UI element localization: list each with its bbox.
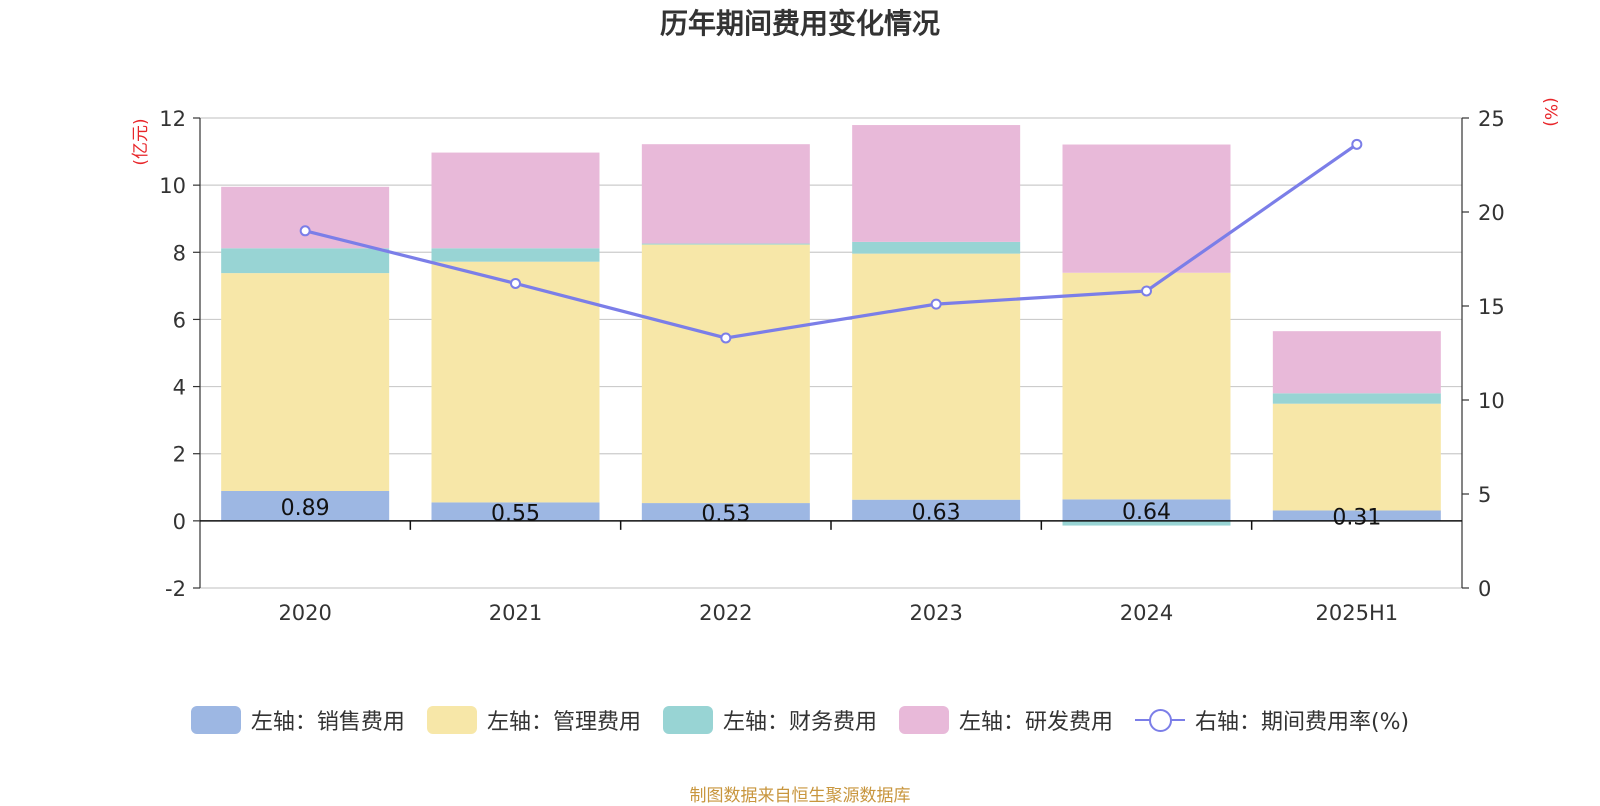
x-axis-category-label: 2021 <box>489 601 542 625</box>
bar-segment <box>431 152 600 249</box>
legend-item[interactable]: 左轴：销售费用 <box>190 704 405 736</box>
bar-segment <box>852 125 1021 242</box>
x-axis-category-label: 2024 <box>1120 601 1173 625</box>
legend-item[interactable]: 左轴：管理费用 <box>426 704 641 736</box>
legend-item[interactable]: 左轴：财务费用 <box>662 704 877 736</box>
right-axis-tick-label: 10 <box>1478 389 1505 413</box>
left-axis-tick-label: 8 <box>173 241 186 265</box>
bar-data-label: 0.64 <box>1122 500 1171 525</box>
legend-label: 左轴：管理费用 <box>486 710 641 735</box>
bar-segment <box>1062 520 1231 526</box>
legend-swatch <box>898 706 949 734</box>
legend-swatch <box>662 706 713 734</box>
legend-line-marker-icon <box>1134 706 1185 734</box>
expense-ratio-point <box>720 332 732 344</box>
bar-segment <box>641 503 810 521</box>
bar-segment <box>431 502 600 521</box>
chart-title: 历年期间费用变化情况 <box>659 7 940 40</box>
bar-segment <box>221 490 390 521</box>
legend-label: 左轴：研发费用 <box>958 710 1113 735</box>
expense-ratio-point <box>510 277 521 289</box>
legend-item[interactable]: 左轴：研发费用 <box>898 704 1113 736</box>
expense-ratio-point <box>1141 285 1152 297</box>
right-axis-tick-label: 15 <box>1478 295 1505 319</box>
chart-plot: -2 0 2 4 6 8 10 12 0 5 10 15 20 25 (亿元) (%) 0.89 0.55 0.53… <box>131 97 1560 625</box>
bar-segment <box>1272 403 1441 511</box>
left-axis-tick-label: 4 <box>173 376 186 400</box>
bar-segment <box>852 499 1021 521</box>
left-axis-tick-label: 2 <box>173 443 186 467</box>
bar-data-label: 0.63 <box>912 500 961 525</box>
left-axis-tick-label: 10 <box>159 174 186 198</box>
left-axis-unit: (亿元) <box>131 118 151 165</box>
left-axis-tick-label: -2 <box>165 577 186 601</box>
bar-data-label: 0.89 <box>281 496 330 521</box>
legend-item[interactable]: 右轴：期间费用率(%) <box>1134 704 1410 736</box>
bar-segment <box>1062 144 1231 273</box>
x-axis-category-label: 2020 <box>278 601 331 625</box>
bar-data-label: 0.53 <box>701 502 750 527</box>
bar-segment <box>641 144 810 244</box>
x-axis-category-label: 2025H1 <box>1316 601 1399 625</box>
legend: 左轴：销售费用 左轴：管理费用 左轴：财务费用 左轴：研发费用 右轴：期间费用率(%) <box>0 704 1600 736</box>
expense-ratio-point <box>299 225 311 237</box>
x-axis-category-label: 2023 <box>909 601 962 625</box>
bar-segment <box>641 244 810 504</box>
x-axis-category-label: 2022 <box>699 601 752 625</box>
bar-segment <box>1272 393 1441 404</box>
legend-swatch <box>426 706 477 734</box>
bar-segment <box>1062 272 1231 500</box>
bar-segment <box>221 273 390 491</box>
legend-label: 右轴：期间费用率(%) <box>1194 710 1410 735</box>
expense-ratio-point <box>930 298 942 310</box>
bar-segment <box>1062 499 1231 521</box>
right-axis-tick-label: 0 <box>1478 577 1491 601</box>
left-axis-tick-label: 0 <box>173 510 186 534</box>
left-axis-tick-label: 12 <box>159 107 186 131</box>
bar-segment <box>852 253 1021 500</box>
bar-segment <box>641 243 810 245</box>
legend-swatch <box>190 706 241 734</box>
expense-ratio-point <box>1351 138 1363 150</box>
bar-segment <box>1272 331 1441 394</box>
bar-data-label: 0.55 <box>491 502 540 527</box>
right-axis-unit: (%) <box>1540 97 1560 126</box>
right-axis-tick-label: 5 <box>1478 483 1491 507</box>
bar-segment <box>221 186 390 249</box>
bar-data-label: 0.31 <box>1332 506 1381 531</box>
bar-segment <box>852 241 1021 254</box>
expense-ratio-line <box>304 143 1358 340</box>
legend-label: 左轴：财务费用 <box>722 710 877 735</box>
right-axis-tick-label: 20 <box>1478 201 1505 225</box>
right-axis-tick-label: 25 <box>1478 107 1505 131</box>
bar-segment <box>431 248 600 262</box>
legend-label: 左轴：销售费用 <box>250 710 405 735</box>
bar-segment <box>431 261 600 503</box>
left-axis-tick-label: 6 <box>173 308 186 332</box>
data-source-note: 制图数据来自恒生聚源数据库 <box>689 786 911 806</box>
bar-segment <box>1272 510 1441 521</box>
bar-segment <box>221 248 390 274</box>
